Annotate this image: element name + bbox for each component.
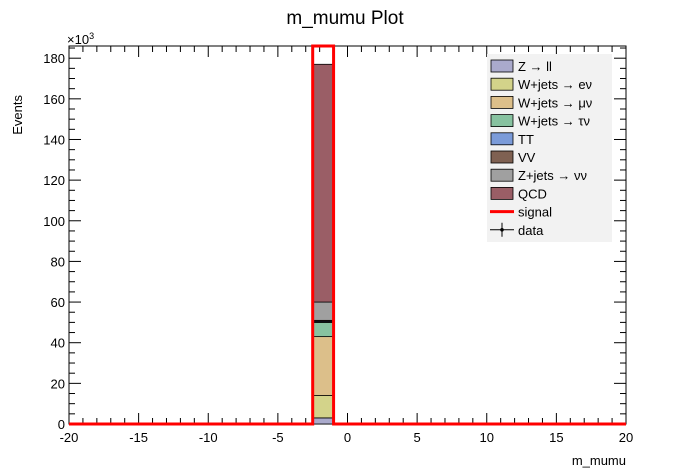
- legend-label: QCD: [518, 186, 547, 201]
- legend-swatch: [490, 77, 514, 91]
- legend-swatch: [490, 168, 514, 182]
- x-tick-label: -20: [60, 430, 79, 445]
- x-tick-label: 10: [480, 430, 494, 445]
- bar-segment: [312, 301, 334, 321]
- y-multiplier-exponent: 3: [89, 31, 94, 41]
- x-axis-label: m_mumu: [572, 453, 626, 468]
- legend-label: data: [518, 223, 544, 238]
- legend-swatch: [490, 132, 514, 146]
- legend-swatch: [490, 59, 514, 73]
- bar-segment: [312, 321, 334, 338]
- x-tick-label: 15: [549, 430, 563, 445]
- y-tick-label: 140: [43, 132, 65, 147]
- y-multiplier: ×103: [67, 31, 94, 47]
- legend-swatch: [490, 186, 514, 200]
- y-tick-label: 120: [43, 173, 65, 188]
- y-tick-label: 40: [51, 336, 65, 351]
- legend-label: W+jets → eν: [518, 77, 592, 92]
- legend-label: W+jets → τν: [518, 114, 590, 129]
- y-tick-label: 100: [43, 214, 65, 229]
- legend-label: Z → ll: [518, 59, 552, 74]
- x-tick-label: 0: [344, 430, 351, 445]
- x-tick-label: -5: [272, 430, 284, 445]
- signal-line: [69, 44, 626, 426]
- legend-label: signal: [518, 205, 552, 220]
- y-tick-label: 0: [58, 417, 65, 432]
- legend-label: TT: [518, 132, 534, 147]
- y-tick-label: 180: [43, 51, 65, 66]
- bar-segment: [312, 63, 334, 303]
- y-axis-label: Events: [10, 95, 25, 135]
- y-tick-label: 20: [51, 376, 65, 391]
- y-tick-label: 80: [51, 254, 65, 269]
- plot-area: -20 -15 -10 -5 0 5 10 15 20 0 20 40 60 80 100 120 140 160…: [43, 44, 633, 445]
- legend-swatch-data-point: [500, 228, 504, 232]
- y-tick-label: 60: [51, 295, 65, 310]
- legend-label: VV: [518, 150, 536, 165]
- chart-title: m_mumu Plot: [286, 8, 404, 29]
- x-tick-label: -15: [129, 430, 148, 445]
- y-multiplier-base: ×10: [67, 32, 89, 47]
- x-tick-label: -10: [199, 430, 218, 445]
- legend-swatch: [490, 96, 514, 109]
- x-tick-label: 20: [619, 430, 633, 445]
- bar-segment: [312, 395, 334, 419]
- bar-segment: [312, 417, 334, 425]
- y-tick-label: 160: [43, 92, 65, 107]
- legend-swatch: [490, 114, 514, 127]
- legend: Z → ll W+jets → eν W+jets → μν W+jets → τν T…: [487, 54, 612, 242]
- legend-label: Z+jets → νν: [518, 168, 587, 183]
- x-tick-label: 5: [414, 430, 421, 445]
- bar-segment: [312, 336, 334, 396]
- legend-swatch: [490, 150, 514, 164]
- legend-label: W+jets → μν: [518, 95, 592, 110]
